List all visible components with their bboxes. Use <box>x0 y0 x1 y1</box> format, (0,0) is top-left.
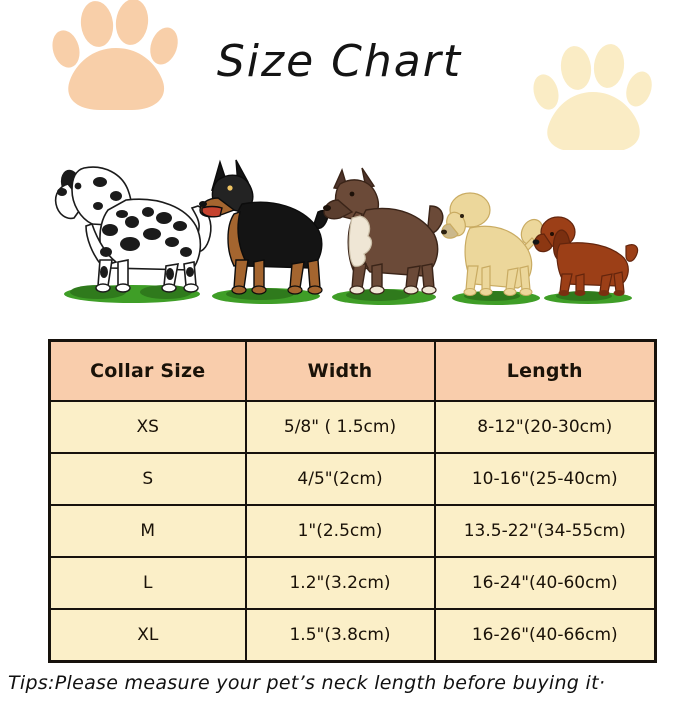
dog-poodle <box>440 190 546 306</box>
column-header-length: Length <box>433 339 657 402</box>
cell-length: 10-16"(25-40cm) <box>433 452 657 506</box>
tips-note: Tips:Please measure your pet’s neck leng… <box>8 672 676 694</box>
page-title: Size Chart <box>216 36 463 87</box>
cell-width: 1.5"(3.8cm) <box>244 608 436 663</box>
dog-pitbull <box>318 160 446 306</box>
poodle-svg <box>441 192 544 305</box>
dog-dalmatian <box>40 134 215 306</box>
cell-length: 13.5-22"(34-55cm) <box>433 504 657 558</box>
cell-length: 8-12"(20-30cm) <box>433 400 657 454</box>
pitbull-svg <box>323 167 444 305</box>
cell-width: 1.2"(3.2cm) <box>244 556 436 610</box>
table-row: XL 1.5"(3.8cm) 16-26"(40-66cm) <box>48 608 657 663</box>
tips-text: Please measure your pet’s neck length be… <box>54 672 606 694</box>
table-row: XS 5/8" ( 1.5cm) 8-12"(20-30cm) <box>48 400 657 454</box>
table-row: L 1.2"(3.2cm) 16-24"(40-60cm) <box>48 556 657 610</box>
column-header-width: Width <box>244 339 436 402</box>
column-header-collar-size: Collar Size <box>48 339 247 402</box>
cell-width: 1"(2.5cm) <box>244 504 436 558</box>
cell-collar-size: XL <box>48 608 247 663</box>
dalmatian-svg <box>54 166 212 303</box>
dog-doberman <box>190 146 330 306</box>
table-row: M 1"(2.5cm) 13.5-22"(34-55cm) <box>48 504 657 558</box>
cell-width: 4/5"(2cm) <box>244 452 436 506</box>
tips-label: Tips: <box>8 672 55 694</box>
cell-length: 16-24"(40-60cm) <box>433 556 657 610</box>
dachshund-svg <box>532 216 639 304</box>
doberman-svg <box>199 159 329 304</box>
table-header-row: Collar Size Width Length <box>48 339 657 402</box>
cell-width: 5/8" ( 1.5cm) <box>244 400 436 454</box>
cell-collar-size: S <box>48 452 247 506</box>
cell-collar-size: L <box>48 556 247 610</box>
dog-illustrations <box>0 126 679 306</box>
cell-collar-size: XS <box>48 400 247 454</box>
cell-length: 16-26"(40-66cm) <box>433 608 657 663</box>
size-table: Collar Size Width Length XS 5/8" ( 1.5cm… <box>48 339 657 663</box>
dog-dachshund <box>530 208 640 306</box>
table-row: S 4/5"(2cm) 10-16"(25-40cm) <box>48 452 657 506</box>
cell-collar-size: M <box>48 504 247 558</box>
